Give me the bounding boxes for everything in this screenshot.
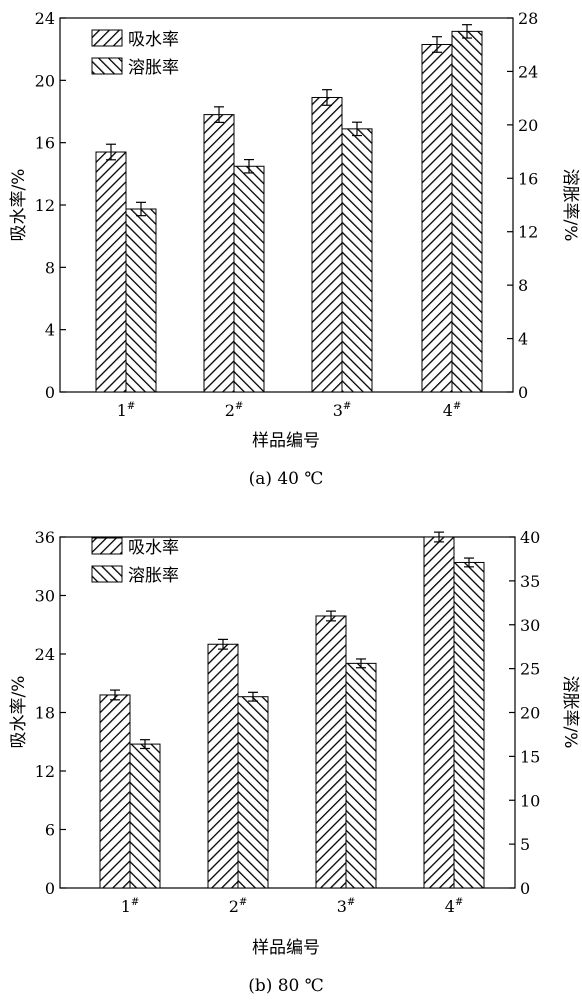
y-tick-label: 8	[45, 258, 55, 277]
y-axis-right: 0 5 10 15 20 25 30 35 40	[509, 528, 540, 898]
y-axis-title-right: 溶胀率/%	[560, 676, 580, 749]
y-tick-label: 24	[35, 645, 55, 664]
y2-tick-label: 4	[518, 330, 528, 349]
y-tick-label: 0	[45, 383, 55, 402]
legend-label-series-1: 吸水率	[128, 538, 179, 558]
y-tick-label: 20	[35, 71, 55, 90]
legend-swatch-series-1	[91, 29, 123, 47]
y2-tick-label: 24	[518, 62, 538, 81]
y-tick-label: 12	[35, 196, 55, 215]
bar-series-2	[129, 743, 161, 889]
bar-group	[95, 24, 483, 393]
y2-tick-label: 15	[520, 747, 540, 766]
bar-series-2	[345, 662, 377, 889]
y-axis-title-left: 吸水率/%	[9, 169, 29, 242]
x-tick-label: 2#	[229, 897, 248, 916]
bar-series-1	[315, 615, 347, 889]
y2-tick-label: 10	[520, 791, 540, 810]
bar-series-1	[99, 694, 131, 889]
y-tick-label: 12	[35, 762, 55, 781]
legend: 吸水率 溶胀率	[91, 29, 179, 78]
y2-tick-label: 35	[520, 572, 540, 591]
y2-tick-label: 40	[520, 528, 540, 547]
y-axis-left: 0 4 8 12 16 20 24	[35, 9, 66, 402]
y2-tick-label: 5	[520, 835, 530, 854]
y2-tick-label: 0	[520, 879, 530, 898]
caption: (a) 40 ℃	[249, 469, 324, 489]
y2-tick-label: 30	[520, 616, 540, 635]
y2-tick-label: 12	[518, 223, 538, 242]
bar-series-2	[453, 561, 485, 889]
y2-tick-label: 20	[520, 704, 540, 723]
y2-tick-label: 8	[518, 276, 528, 295]
legend-label-series-2: 溶胀率	[128, 58, 179, 78]
x-axis-title: 样品编号	[252, 938, 320, 958]
legend: 吸水率 溶胀率	[91, 537, 179, 586]
bar-series-2	[451, 30, 483, 393]
x-tick-label: 3#	[337, 897, 356, 916]
chart-panel-a: 0 4 8 12 16 20 24 0 4 8 12 16 20 24 28 1# 2# 3# 4# 吸水率 溶…	[9, 9, 580, 489]
y-axis-right: 0 4 8 12 16 20 24 28	[507, 9, 538, 402]
bar-series-1	[421, 43, 453, 393]
y-tick-label: 24	[35, 9, 55, 28]
legend-swatch-series-2	[91, 565, 123, 583]
caption: (b) 80 ℃	[248, 976, 324, 996]
bar-series-2	[237, 696, 269, 889]
legend-swatch-series-2	[91, 57, 123, 75]
x-tick-label: 2#	[225, 401, 244, 420]
y2-tick-label: 0	[518, 383, 528, 402]
legend-swatch-series-1	[91, 537, 123, 555]
x-tick-label: 3#	[333, 401, 352, 420]
chart-panel-b: 0 6 12 18 24 30 36 0 5 10 15 20 25 30 35 40 1# 2# 3# 4# 吸…	[9, 528, 580, 996]
y2-tick-label: 28	[518, 9, 538, 28]
y-tick-label: 36	[35, 528, 55, 547]
x-tick-label: 4#	[443, 401, 462, 420]
x-axis: 1# 2# 3# 4#	[121, 882, 464, 916]
x-tick-label: 1#	[117, 401, 136, 420]
y-tick-label: 30	[35, 587, 55, 606]
y-tick-label: 4	[45, 321, 55, 340]
bar-series-2	[233, 165, 265, 393]
legend-label-series-2: 溶胀率	[128, 566, 179, 586]
y-tick-label: 18	[35, 704, 55, 723]
y2-tick-label: 25	[520, 660, 540, 679]
bar-series-2	[125, 208, 157, 393]
bar-series-1	[203, 114, 235, 393]
x-axis-title: 样品编号	[252, 431, 320, 451]
bar-series-1	[423, 536, 455, 889]
bar-group	[99, 531, 485, 889]
y2-tick-label: 20	[518, 116, 538, 135]
y2-tick-label: 16	[518, 169, 538, 188]
bar-series-1	[311, 96, 343, 393]
y-axis-left: 0 6 12 18 24 30 36	[35, 528, 66, 898]
y-tick-label: 0	[45, 879, 55, 898]
y-tick-label: 16	[35, 134, 55, 153]
bar-series-1	[207, 643, 239, 889]
y-axis-title-left: 吸水率/%	[9, 676, 29, 749]
y-tick-label: 6	[45, 821, 55, 840]
x-axis: 1# 2# 3# 4#	[117, 386, 462, 420]
bar-series-2	[341, 128, 373, 393]
bar-series-1	[95, 151, 127, 393]
x-tick-label: 4#	[445, 897, 464, 916]
y-axis-title-right: 溶胀率/%	[560, 169, 580, 242]
x-tick-label: 1#	[121, 897, 140, 916]
legend-label-series-1: 吸水率	[128, 30, 179, 50]
